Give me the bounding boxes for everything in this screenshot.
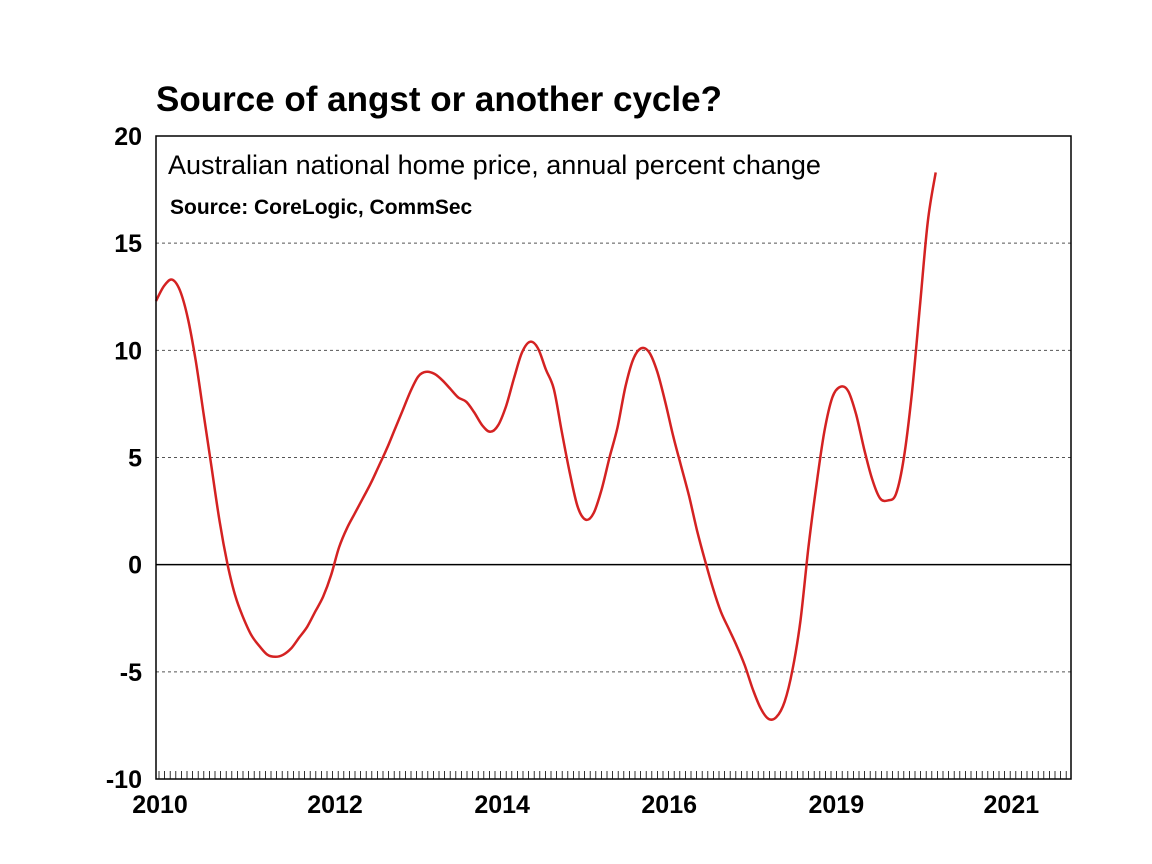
grid-layer <box>156 242 1071 673</box>
series-line <box>154 172 937 721</box>
x-minor-ticks <box>158 771 1067 779</box>
x-tick-label: 2010 <box>132 791 188 819</box>
x-minor-tick-marks <box>158 771 1067 779</box>
x-tick-label: 2014 <box>474 791 530 819</box>
x-tick-label: 2019 <box>808 791 864 819</box>
y-tick-label: -5 <box>120 659 142 687</box>
y-tick-label: 5 <box>128 445 142 473</box>
chart-source: Source: CoreLogic, CommSec <box>170 196 473 219</box>
x-tick-labels: 2010 2012 2014 2016 2019 2021 <box>132 791 1039 819</box>
chart-subtitle: Australian national home price, annual p… <box>168 150 821 180</box>
plot-frame <box>155 135 1072 780</box>
y-tick-labels: -10 -5 0 5 10 15 20 <box>106 123 142 794</box>
y-tick-label: 15 <box>114 230 142 258</box>
x-tick-label: 2012 <box>307 791 363 819</box>
y-tick-label: 20 <box>114 123 142 151</box>
y-tick-label: 10 <box>114 337 142 365</box>
y-tick-label: -10 <box>106 766 142 794</box>
y-tick-label: 0 <box>128 552 142 580</box>
x-tick-label: 2016 <box>641 791 697 819</box>
x-tick-label: 2021 <box>984 791 1040 819</box>
chart-title: Source of angst or another cycle? <box>156 80 722 119</box>
series-layer <box>154 172 937 721</box>
